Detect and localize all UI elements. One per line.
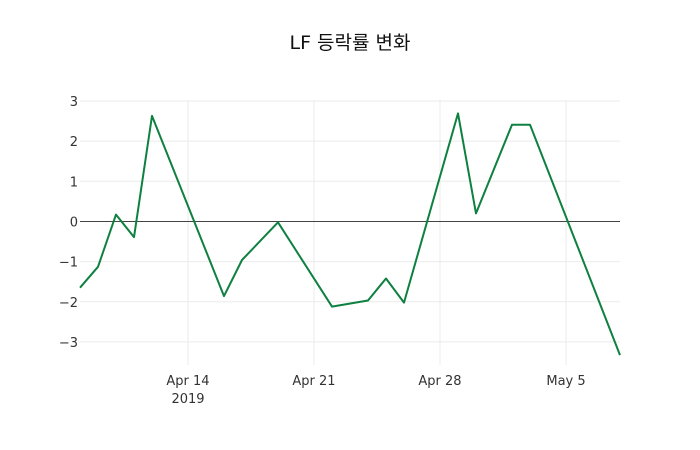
series-line-lf[interactable] [79,112,621,356]
chart-title: LF 등락률 변화 [290,32,411,54]
y-tick-label: 2 [70,135,78,150]
y-tick-label: −2 [59,296,78,311]
x-tick-year-label: 2019 [171,392,204,407]
plot-area[interactable] [79,100,621,365]
y-tick-label: 3 [70,95,78,110]
x-axis: Apr 14 2019 Apr 21 Apr 28 May 5 [166,374,585,407]
x-tick-label: May 5 [546,374,585,389]
y-tick-label: −3 [59,336,78,351]
x-tick-label: Apr 21 [292,374,335,389]
x-tick-label: Apr 14 [166,374,209,389]
x-tick-label: Apr 28 [418,374,461,389]
series-lines [79,112,621,356]
y-axis: 3 2 1 0 −1 −2 −3 [59,95,78,351]
y-tick-label: 0 [70,215,78,230]
y-tick-label: −1 [59,256,78,271]
y-tick-label: 1 [70,175,78,190]
gridlines [80,100,620,365]
